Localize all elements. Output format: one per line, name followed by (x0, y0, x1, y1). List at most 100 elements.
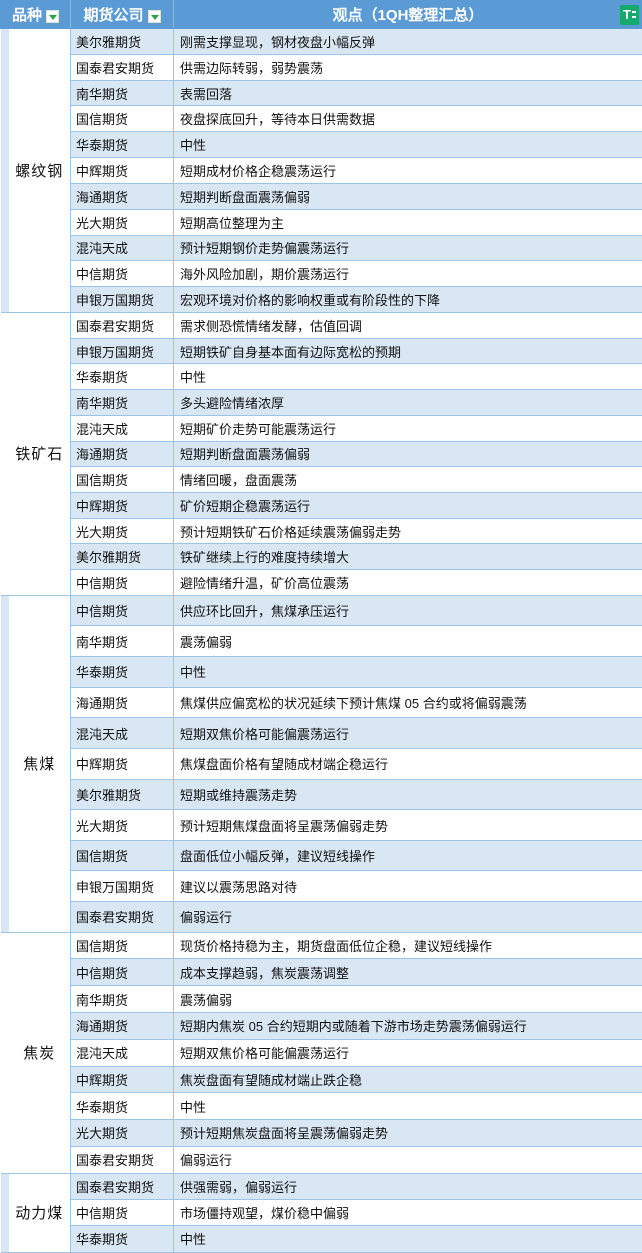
variety-group-label[interactable]: 焦煤 (9, 595, 71, 932)
company-cell[interactable]: 国泰君安期货 (71, 1146, 174, 1173)
view-cell[interactable]: 偏弱运行 (174, 902, 642, 933)
view-cell[interactable]: 偏弱运行 (174, 1146, 642, 1173)
view-cell[interactable]: 成本支撑趋弱，焦炭震荡调整 (174, 959, 642, 986)
view-cell[interactable]: 盘面低位小幅反弹，建议短线操作 (174, 840, 642, 871)
company-cell[interactable]: 中信期货 (71, 595, 174, 626)
view-cell[interactable]: 震荡偏弱 (174, 626, 642, 657)
company-cell[interactable]: 南华期货 (71, 390, 174, 416)
company-filter-dropdown-icon[interactable] (148, 10, 161, 23)
company-cell[interactable]: 申银万国期货 (71, 338, 174, 364)
company-cell[interactable]: 国信期货 (71, 840, 174, 871)
view-cell[interactable]: 焦煤供应偏宽松的状况延续下预计焦煤 05 合约或将偏弱震荡 (174, 687, 642, 718)
view-cell[interactable]: 短期高位整理为主 (174, 209, 642, 235)
view-cell[interactable]: 短期判断盘面震荡偏弱 (174, 183, 642, 209)
view-cell[interactable]: 短期矿价走势可能震荡运行 (174, 415, 642, 441)
company-cell[interactable]: 中辉期货 (71, 1066, 174, 1093)
view-cell[interactable]: 宏观环境对价格的影响权重或有阶段性的下降 (174, 287, 642, 313)
company-cell[interactable]: 中辉期货 (71, 492, 174, 518)
company-cell[interactable]: 海通期货 (71, 687, 174, 718)
company-cell[interactable]: 美尔雅期货 (71, 779, 174, 810)
company-cell[interactable]: 海通期货 (71, 1013, 174, 1040)
view-cell[interactable]: 夜盘探底回升，等待本日供需数据 (174, 106, 642, 132)
company-cell[interactable]: 国信期货 (71, 932, 174, 959)
column-header-variety[interactable]: 品种 (1, 1, 71, 29)
view-cell[interactable]: 海外风险加剧，期价震荡运行 (174, 261, 642, 287)
view-cell[interactable]: 焦煤盘面价格有望随成材端企稳运行 (174, 748, 642, 779)
view-cell[interactable]: 建议以震荡思路对待 (174, 871, 642, 902)
variety-filter-dropdown-icon[interactable] (46, 10, 59, 23)
company-cell[interactable]: 光大期货 (71, 810, 174, 841)
view-cell[interactable]: 表需回落 (174, 80, 642, 106)
company-cell[interactable]: 中辉期货 (71, 748, 174, 779)
view-cell[interactable]: 短期判断盘面震荡偏弱 (174, 441, 642, 467)
view-cell[interactable]: 中性 (174, 1226, 642, 1252)
variety-group-label[interactable]: 螺纹钢 (9, 29, 71, 313)
company-cell[interactable]: 海通期货 (71, 441, 174, 467)
company-cell[interactable]: 光大期货 (71, 518, 174, 544)
view-cell[interactable]: 情绪回暖，盘面震荡 (174, 467, 642, 493)
company-cell[interactable]: 中辉期货 (71, 158, 174, 184)
company-cell[interactable]: 南华期货 (71, 80, 174, 106)
variety-group-label[interactable]: 铁矿石 (9, 312, 71, 595)
company-cell[interactable]: 中信期货 (71, 1199, 174, 1225)
company-cell[interactable]: 华泰期货 (71, 1093, 174, 1120)
company-cell[interactable]: 申银万国期货 (71, 287, 174, 313)
company-cell[interactable]: 国泰君安期货 (71, 54, 174, 80)
view-cell[interactable]: 中性 (174, 364, 642, 390)
company-cell[interactable]: 南华期货 (71, 986, 174, 1013)
company-cell[interactable]: 混沌天成 (71, 1039, 174, 1066)
company-cell[interactable]: 混沌天成 (71, 415, 174, 441)
view-cell[interactable]: 短期或维持震荡走势 (174, 779, 642, 810)
view-cell[interactable]: 预计短期焦煤盘面将呈震荡偏弱走势 (174, 810, 642, 841)
company-cell[interactable]: 申银万国期货 (71, 871, 174, 902)
company-cell[interactable]: 国泰君安期货 (71, 312, 174, 338)
company-cell[interactable]: 中信期货 (71, 570, 174, 596)
company-cell[interactable]: 华泰期货 (71, 132, 174, 158)
company-cell[interactable]: 南华期货 (71, 626, 174, 657)
company-cell[interactable]: 美尔雅期货 (71, 29, 174, 55)
view-cell[interactable]: 供需边际转弱，弱势震荡 (174, 54, 642, 80)
view-cell[interactable]: 矿价短期企稳震荡运行 (174, 492, 642, 518)
view-cell[interactable]: 需求侧恐慌情绪发酵，估值回调 (174, 312, 642, 338)
company-cell[interactable]: 光大期货 (71, 1120, 174, 1147)
view-cell[interactable]: 焦炭盘面有望随成材端止跌企稳 (174, 1066, 642, 1093)
company-cell[interactable]: 混沌天成 (71, 235, 174, 261)
column-header-company[interactable]: 期货公司 (71, 1, 174, 29)
company-cell[interactable]: 中信期货 (71, 261, 174, 287)
view-cell[interactable]: 市场僵持观望，煤价稳中偏弱 (174, 1199, 642, 1225)
company-cell[interactable]: 国信期货 (71, 106, 174, 132)
variety-group-label[interactable]: 动力煤 (9, 1173, 71, 1252)
view-cell[interactable]: 避险情绪升温，矿价高位震荡 (174, 570, 642, 596)
company-cell[interactable]: 中信期货 (71, 959, 174, 986)
company-cell[interactable]: 华泰期货 (71, 364, 174, 390)
view-cell[interactable]: 刚需支撑显现，钢材夜盘小幅反弹 (174, 29, 642, 55)
company-cell[interactable]: 国泰君安期货 (71, 902, 174, 933)
company-cell[interactable]: 华泰期货 (71, 1226, 174, 1252)
company-cell[interactable]: 华泰期货 (71, 657, 174, 688)
view-cell[interactable]: 震荡偏弱 (174, 986, 642, 1013)
view-cell[interactable]: 中性 (174, 132, 642, 158)
view-cell[interactable]: 中性 (174, 1093, 642, 1120)
view-cell[interactable]: 短期成材价格企稳震荡运行 (174, 158, 642, 184)
company-cell[interactable]: 美尔雅期货 (71, 544, 174, 570)
column-header-view[interactable]: 观点（1QH整理汇总） T (174, 1, 642, 29)
company-cell[interactable]: 混沌天成 (71, 718, 174, 749)
view-cell[interactable]: 短期双焦价格可能偏震荡运行 (174, 718, 642, 749)
view-cell[interactable]: 多头避险情绪浓厚 (174, 390, 642, 416)
view-cell[interactable]: 供强需弱，偏弱运行 (174, 1173, 642, 1199)
view-cell[interactable]: 短期内焦炭 05 合约短期内或随着下游市场走势震荡偏弱运行 (174, 1013, 642, 1040)
view-cell[interactable]: 预计短期钢价走势偏震荡运行 (174, 235, 642, 261)
company-cell[interactable]: 国信期货 (71, 467, 174, 493)
view-cell[interactable]: 现货价格持稳为主，期货盘面低位企稳，建议短线操作 (174, 932, 642, 959)
view-cell[interactable]: 预计短期铁矿石价格延续震荡偏弱走势 (174, 518, 642, 544)
view-cell[interactable]: 供应环比回升，焦煤承压运行 (174, 595, 642, 626)
view-cell[interactable]: 铁矿继续上行的难度持续增大 (174, 544, 642, 570)
company-cell[interactable]: 光大期货 (71, 209, 174, 235)
company-cell[interactable]: 国泰君安期货 (71, 1173, 174, 1199)
company-cell[interactable]: 海通期货 (71, 183, 174, 209)
view-cell[interactable]: 中性 (174, 657, 642, 688)
variety-group-label[interactable]: 焦炭 (9, 932, 71, 1173)
view-cell[interactable]: 预计短期焦炭盘面将呈震荡偏弱走势 (174, 1120, 642, 1147)
view-cell[interactable]: 短期铁矿自身基本面有边际宽松的预期 (174, 338, 642, 364)
view-cell[interactable]: 短期双焦价格可能偏震荡运行 (174, 1039, 642, 1066)
